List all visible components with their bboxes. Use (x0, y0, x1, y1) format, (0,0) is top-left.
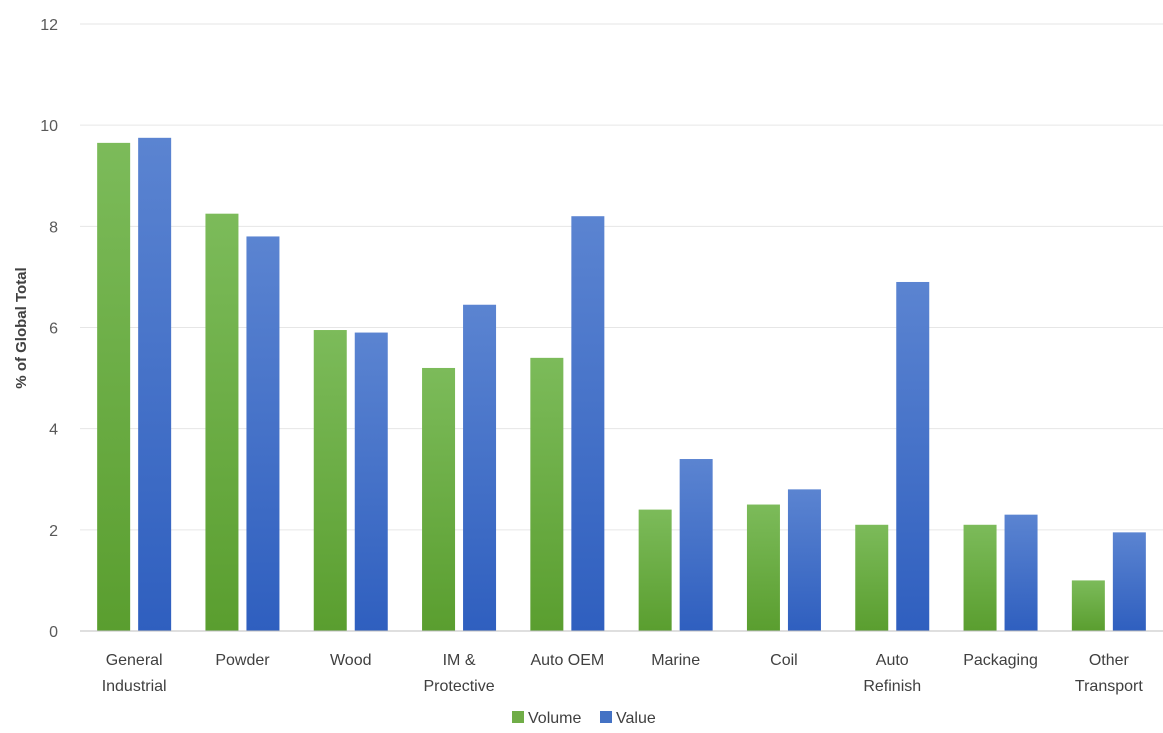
bar-volume (963, 524, 997, 631)
bar-volume (530, 357, 564, 631)
bar-value (138, 137, 172, 631)
legend-swatch-value (600, 711, 612, 723)
x-tick-label: Packaging (963, 652, 1038, 669)
y-tick-label: 12 (40, 17, 58, 34)
y-tick-label: 0 (49, 624, 58, 641)
legend: Volume Value (512, 710, 656, 727)
bars (97, 137, 1146, 631)
bar-value (354, 332, 388, 631)
bar-value (246, 236, 280, 631)
bar-value (787, 489, 821, 631)
y-axis-title: % of Global Total (13, 267, 30, 388)
y-axis-ticks: 0 2 4 6 8 10 12 (40, 17, 58, 641)
legend-swatch-volume (512, 711, 524, 723)
bar-value (571, 216, 605, 631)
x-tick-label: Marine (651, 652, 700, 669)
legend-label-value: Value (616, 710, 656, 727)
y-tick-label: 4 (49, 422, 58, 439)
bar-value (679, 459, 713, 631)
x-tick-label: IM & Protective (423, 652, 494, 695)
bar-volume (97, 142, 131, 631)
y-tick-label: 6 (49, 321, 58, 338)
bar-volume (638, 509, 672, 631)
gridlines (80, 23, 1163, 531)
x-tick-label: Other Transport (1075, 652, 1143, 695)
y-tick-label: 8 (49, 219, 58, 236)
bar-value (896, 281, 930, 631)
x-axis-categories: General Industrial Powder Wood IM & Protectiv… (102, 652, 1144, 695)
y-tick-label: 2 (49, 523, 58, 540)
x-tick-label: Auto Refinish (863, 652, 921, 695)
bar-volume (1071, 580, 1105, 631)
bar-volume (746, 504, 780, 631)
bar-value (1112, 532, 1146, 631)
y-tick-label: 10 (40, 118, 58, 135)
bar-volume (422, 367, 456, 631)
bar-volume (855, 524, 889, 631)
legend-label-volume: Volume (528, 710, 581, 727)
x-tick-label: General Industrial (102, 652, 167, 695)
x-tick-label: Auto OEM (530, 652, 604, 669)
x-tick-label: Coil (770, 652, 798, 669)
x-tick-label: Wood (330, 652, 372, 669)
x-tick-label: Powder (215, 652, 270, 669)
bar-value (463, 304, 497, 631)
bar-value (1004, 514, 1038, 631)
bar-volume (313, 330, 347, 631)
bar-volume (205, 213, 239, 631)
